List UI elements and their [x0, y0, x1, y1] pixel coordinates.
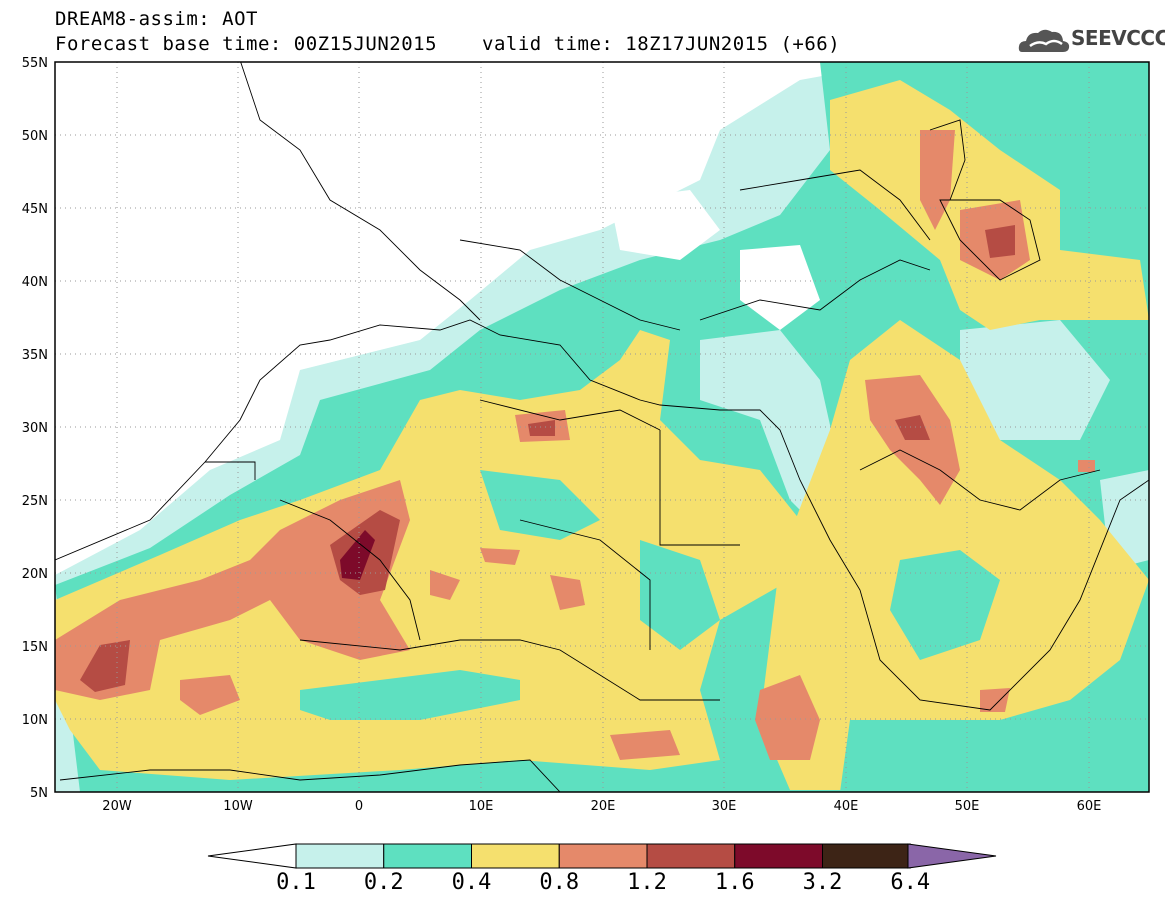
lat-label: 5N [30, 786, 48, 801]
colorbar-label: 0.1 [276, 870, 316, 895]
lon-label: 10E [469, 799, 494, 814]
lat-label: 30N [22, 421, 48, 436]
colorbar [207, 843, 997, 869]
lat-label: 20N [22, 567, 48, 582]
aot-band-0.4 [55, 330, 800, 780]
lat-label: 10N [22, 713, 48, 728]
colorbar-label: 3.2 [802, 870, 843, 895]
cloud-icon [1018, 29, 1070, 52]
lon-label: 0 [355, 799, 363, 814]
colorbar-cell [295, 843, 385, 869]
map-title: DREAM8-assim: AOT [55, 8, 258, 30]
lon-label: 20E [591, 799, 616, 814]
colorbar-label: 6.4 [890, 870, 931, 895]
lat-label: 25N [22, 494, 48, 509]
lon-label: 20W [102, 799, 132, 814]
colorbar-label: 0.2 [363, 870, 404, 895]
colorbar-label: 1.6 [714, 870, 755, 895]
colorbar-label: 0.4 [451, 870, 492, 895]
colorbar-cell [558, 843, 648, 869]
lon-label: 40E [834, 799, 859, 814]
colorbar-cell [734, 843, 823, 869]
lon-label: 50E [955, 799, 980, 814]
aot-band-0.8 [55, 480, 410, 700]
lon-label: 60E [1077, 799, 1102, 814]
lat-label: 40N [22, 275, 48, 290]
colorbar-label: 0.8 [539, 870, 580, 895]
lat-label: 15N [22, 640, 48, 655]
lat-label: 55N [22, 56, 48, 71]
colorbar-min-arrow [207, 843, 297, 869]
colorbar-cell [383, 843, 472, 869]
valid-time: valid time: 18Z17JUN2015 (+66) [482, 33, 841, 55]
lon-label: 30E [712, 799, 737, 814]
aot-band-1.6 [340, 530, 375, 580]
lat-label: 45N [22, 202, 48, 217]
colorbar-max-arrow [907, 843, 997, 869]
map-frame [54, 61, 1150, 793]
map-graticule [55, 62, 1149, 792]
forecast-base-time: Forecast base time: 00Z15JUN2015 [55, 33, 438, 55]
aot-field [55, 62, 1149, 792]
colorbar-cell [471, 843, 560, 869]
coastlines [55, 62, 1149, 792]
longitude-axis: 20W 10W 0 10E 20E 30E 40E 50E 60E [102, 799, 1101, 814]
colorbar-cell [646, 843, 736, 869]
colorbar-cell [822, 843, 911, 869]
lat-label: 50N [22, 129, 48, 144]
latitude-axis: 55N 50N 45N 40N 35N 30N 25N 20N 15N 10N … [22, 56, 48, 801]
lon-label: 10W [223, 799, 253, 814]
lat-label: 35N [22, 348, 48, 363]
logo-text: SEEVCCC [1071, 26, 1165, 50]
colorbar-label: 1.2 [627, 870, 667, 895]
